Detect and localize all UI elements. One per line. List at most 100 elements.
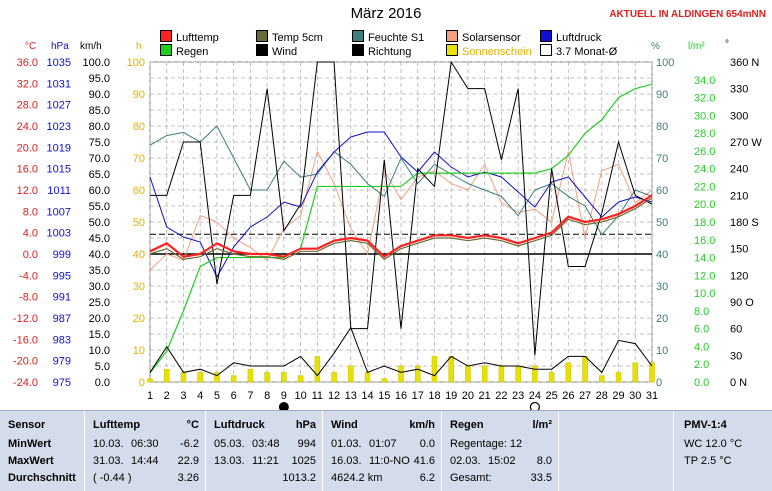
tick-rain-4: 26.0	[694, 146, 715, 158]
wind-max-value: 41.6	[413, 455, 435, 467]
legend-item-temp5cm: Temp 5cm	[256, 30, 323, 44]
tick-wind-1: 95.0	[89, 73, 110, 85]
sunshine-bar-13	[364, 372, 371, 383]
tick-humidity-9: 10	[656, 345, 668, 357]
sunshine-bar-22	[515, 365, 521, 383]
legend-label-lufttemp: Lufttemp	[176, 32, 219, 44]
sunshine-bar-12	[348, 365, 354, 383]
moon-full-marker	[529, 401, 540, 410]
tick-pressure-5: 1015	[47, 164, 71, 176]
tick-humidity-6: 40	[656, 249, 668, 261]
tick-temp-3: 24.0	[17, 121, 38, 133]
sunshine-bar-16	[414, 365, 421, 383]
tick-direction-9: 90 O	[730, 297, 754, 309]
regen-max-date: 02.03.	[450, 455, 481, 467]
tick-rain-7: 20.0	[694, 199, 715, 211]
swatch-richtung	[352, 44, 364, 56]
tick-x-5: 6	[231, 390, 237, 402]
col-luftdruck: Luftdruck hPa 05.03. 03:48 994 13.03. 11…	[206, 411, 323, 491]
col-regen-unit: l/m²	[532, 419, 552, 431]
wind-min-date: 01.03.	[331, 438, 362, 450]
tick-rain-0: 34.0	[694, 75, 715, 87]
tick-wind-5: 75.0	[89, 137, 110, 149]
tick-rain-9: 16.0	[694, 235, 715, 247]
tick-wind-20: 0.0	[95, 377, 110, 389]
weather-chart: °C hPa km/h h % l/m² ° 36.032.028.024.02…	[13, 39, 762, 410]
tick-pressure-1: 1031	[47, 78, 71, 90]
tick-x-29: 30	[629, 390, 641, 402]
tick-pressure-4: 1019	[47, 142, 71, 154]
tick-wind-7: 65.0	[89, 169, 110, 181]
tick-wind-10: 50.0	[89, 217, 110, 229]
regen-max-time: 15:02	[488, 455, 516, 467]
tick-x-24: 25	[545, 390, 557, 402]
wind-distance: 4624.2 km	[331, 472, 383, 484]
tick-sun-10: 0	[139, 377, 145, 389]
tick-x-25: 26	[562, 390, 574, 402]
sunshine-bar-30	[649, 362, 655, 383]
sunshine-bar-6	[247, 368, 254, 383]
legend-item-sonnenschein: Sonnenschein	[446, 44, 532, 58]
tick-temp-0: 36.0	[17, 57, 38, 69]
row-label-avg: Durchschnitt	[8, 472, 76, 484]
tick-rain-3: 28.0	[694, 128, 715, 140]
tick-x-2: 3	[180, 390, 186, 402]
tick-sun-4: 60	[133, 185, 145, 197]
tick-wind-13: 35.0	[89, 265, 110, 277]
legend-item-solarsensor: Solarsensor	[446, 30, 521, 44]
tick-sun-2: 80	[133, 121, 145, 133]
luftdruck-min-time: 03:48	[252, 438, 280, 450]
unit-wind: km/h	[80, 41, 102, 52]
col-lufttemp: Lufttemp °C 10.03. 06:30 -6.2 31.03. 14:…	[85, 411, 206, 491]
luftdruck-avg-value: 1013.2	[282, 472, 316, 484]
tick-direction-3: 270 W	[730, 137, 762, 149]
legend: Lufttemp Temp 5cm Feuchte S1 Solarsensor…	[160, 30, 630, 58]
tick-x-13: 14	[361, 390, 373, 402]
wind-avg-value: 6.2	[419, 472, 435, 484]
legend-label-sonnenschein: Sonnenschein	[462, 46, 532, 58]
tick-x-1: 2	[164, 390, 170, 402]
tick-rain-12: 10.0	[694, 288, 715, 300]
tick-x-4: 5	[214, 390, 220, 402]
col-lufttemp-header: Lufttemp	[93, 419, 141, 431]
col-luftdruck-unit: hPa	[295, 419, 316, 431]
series-regen	[149, 83, 653, 374]
tick-humidity-1: 90	[656, 89, 668, 101]
tick-temp-9: 0.0	[23, 249, 38, 261]
sunshine-bar-3	[197, 372, 203, 383]
wind-max-time: 11:0-NO	[369, 455, 410, 467]
legend-item-lufttemp: Lufttemp	[160, 30, 219, 44]
tick-pressure-0: 1035	[47, 57, 71, 69]
tick-x-30: 31	[646, 390, 658, 402]
tick-x-11: 12	[328, 390, 340, 402]
swatch-lufttemp	[160, 30, 172, 42]
tick-temp-14: -20.0	[13, 356, 38, 368]
tick-temp-1: 32.0	[17, 78, 38, 90]
regen-days: Regentage: 12	[450, 438, 523, 450]
sunshine-bar-11	[331, 372, 337, 383]
tick-humidity-7: 30	[656, 281, 668, 293]
lufttemp-max-date: 31.03.	[93, 455, 124, 467]
col-pmv: PMV-1:4 WC 12.0 °C TP 2.5 °C	[674, 411, 772, 491]
unit-temp: °C	[25, 41, 36, 52]
swatch-luftdruck	[540, 30, 552, 42]
tick-direction-2: 300	[730, 110, 748, 122]
tick-wind-11: 45.0	[89, 233, 110, 245]
sunshine-bar-25	[565, 362, 572, 383]
tick-pressure-3: 1023	[47, 121, 71, 133]
unit-humidity: %	[651, 41, 660, 52]
tick-pressure-13: 983	[53, 334, 71, 346]
tick-pressure-2: 1027	[47, 100, 71, 112]
sunshine-bar-2	[180, 372, 187, 383]
tick-x-7: 8	[264, 390, 270, 402]
tick-wind-9: 55.0	[89, 201, 110, 213]
legend-label-feuchte: Feuchte S1	[368, 32, 425, 44]
sunshine-bar-17	[431, 356, 438, 383]
tick-rain-13: 8.0	[694, 306, 709, 318]
tick-wind-14: 30.0	[89, 281, 110, 293]
pmv-windchill: WC 12.0 °C	[684, 438, 743, 450]
tick-temp-8: 4.0	[23, 228, 38, 240]
luftdruck-max-value: 1025	[291, 455, 316, 467]
tick-rain-11: 12.0	[694, 270, 715, 282]
tick-rain-17: 0.0	[694, 377, 709, 389]
